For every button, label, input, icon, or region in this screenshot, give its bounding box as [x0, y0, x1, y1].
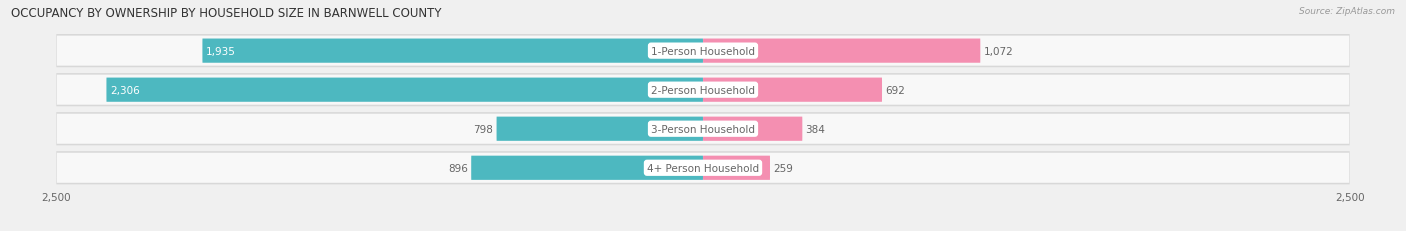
FancyBboxPatch shape	[471, 156, 703, 180]
Text: 259: 259	[773, 163, 793, 173]
FancyBboxPatch shape	[107, 78, 703, 102]
Text: 1-Person Household: 1-Person Household	[651, 46, 755, 56]
Text: 3-Person Household: 3-Person Household	[651, 124, 755, 134]
FancyBboxPatch shape	[56, 153, 1350, 183]
FancyBboxPatch shape	[56, 152, 1350, 185]
FancyBboxPatch shape	[703, 156, 770, 180]
Text: 1,072: 1,072	[983, 46, 1014, 56]
Text: 896: 896	[449, 163, 468, 173]
FancyBboxPatch shape	[56, 74, 1350, 107]
Text: 1,935: 1,935	[207, 46, 236, 56]
Text: 384: 384	[806, 124, 825, 134]
FancyBboxPatch shape	[703, 39, 980, 64]
FancyBboxPatch shape	[56, 36, 1350, 66]
Text: 798: 798	[474, 124, 494, 134]
Text: OCCUPANCY BY OWNERSHIP BY HOUSEHOLD SIZE IN BARNWELL COUNTY: OCCUPANCY BY OWNERSHIP BY HOUSEHOLD SIZE…	[11, 7, 441, 20]
FancyBboxPatch shape	[56, 114, 1350, 144]
FancyBboxPatch shape	[496, 117, 703, 141]
Text: 2-Person Household: 2-Person Household	[651, 85, 755, 95]
Text: Source: ZipAtlas.com: Source: ZipAtlas.com	[1299, 7, 1395, 16]
Text: 692: 692	[886, 85, 905, 95]
FancyBboxPatch shape	[703, 78, 882, 102]
FancyBboxPatch shape	[56, 35, 1350, 68]
FancyBboxPatch shape	[202, 39, 703, 64]
Text: 2,306: 2,306	[110, 85, 141, 95]
Text: 4+ Person Household: 4+ Person Household	[647, 163, 759, 173]
FancyBboxPatch shape	[56, 75, 1350, 105]
FancyBboxPatch shape	[56, 113, 1350, 146]
FancyBboxPatch shape	[703, 117, 803, 141]
